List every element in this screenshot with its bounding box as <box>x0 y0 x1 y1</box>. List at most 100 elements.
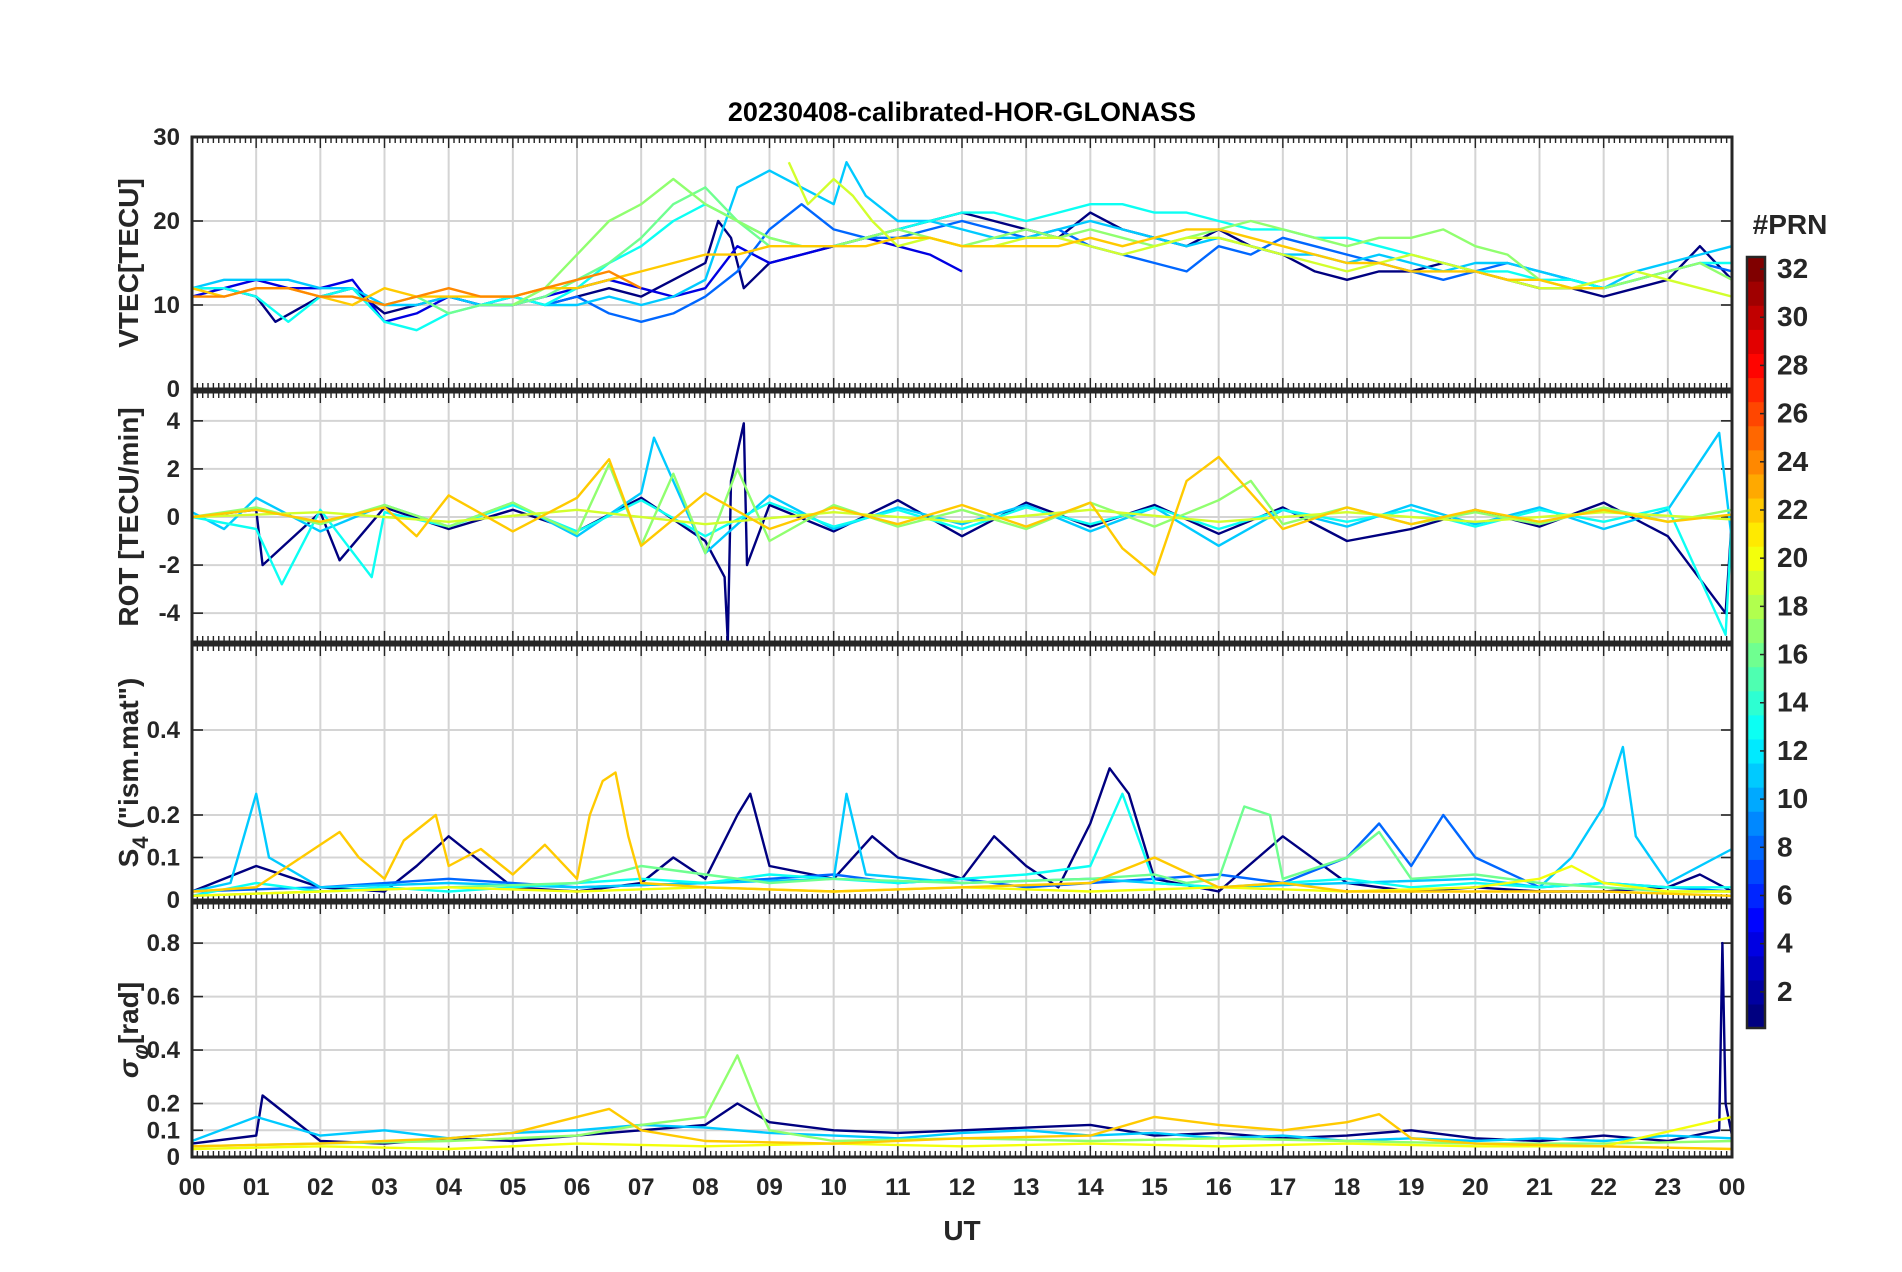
y-tick-label: 0.4 <box>147 717 181 744</box>
s4-panel: 0 0.1 0.2 0.4S4 ("ism.mat") <box>113 643 1734 914</box>
colorbar-segment <box>1747 835 1765 860</box>
axes-frame <box>190 390 1734 644</box>
y-tick-label: 0.1 <box>147 1117 180 1144</box>
colorbar-segment <box>1747 666 1765 692</box>
x-tick-label: 07 <box>628 1174 655 1201</box>
y-tick-label: 0.2 <box>147 802 180 829</box>
x-tick-label: 01 <box>243 1174 270 1201</box>
colorbar-tick-label: 10 <box>1777 783 1808 814</box>
y-tick-label: 0.2 <box>147 1091 180 1118</box>
y-tick-label: 0.1 <box>147 845 180 872</box>
colorbar-segment <box>1747 907 1765 933</box>
colorbar-tick-label: 28 <box>1777 349 1808 380</box>
colorbar-segment <box>1747 425 1765 451</box>
colorbar-segment <box>1747 1003 1765 1029</box>
colorbar-segment <box>1747 955 1765 981</box>
y-tick-label: 0 <box>167 887 180 914</box>
series-line-prn-22 <box>192 771 1732 897</box>
colorbar-tick-label: 14 <box>1777 687 1809 718</box>
x-tick-label: 10 <box>820 1174 847 1201</box>
colorbar-tick-label: 18 <box>1777 590 1808 621</box>
x-tick-label: 05 <box>499 1174 526 1201</box>
colorbar-segment <box>1747 281 1765 306</box>
x-axis-label: UT <box>943 1215 980 1246</box>
series-line-prn-17 <box>512 177 1732 307</box>
colorbar-tick-label: 26 <box>1777 398 1808 429</box>
colorbar-segment <box>1747 787 1765 812</box>
colorbar-tick-label: 6 <box>1777 879 1793 910</box>
axes-frame <box>190 643 1734 902</box>
chart-title: 20230408-calibrated-HOR-GLONASS <box>728 97 1196 127</box>
colorbar-segment <box>1747 883 1765 909</box>
series-group <box>192 745 1732 897</box>
colorbar-segment <box>1747 497 1765 523</box>
colorbar-segment <box>1747 546 1765 571</box>
y-tick-label: 0.6 <box>147 984 180 1011</box>
y-tick-label: 4 <box>167 408 181 435</box>
y-tick-label: 20 <box>153 208 180 235</box>
y-tick-label: -2 <box>159 552 180 579</box>
x-tick-label: 00 <box>179 1174 206 1201</box>
colorbar-title: #PRN <box>1753 209 1828 240</box>
colorbar-segment <box>1747 618 1765 644</box>
colorbar-segment <box>1747 570 1765 595</box>
series-line-prn-22 <box>192 228 1604 307</box>
x-tick-label: 09 <box>756 1174 783 1201</box>
y-tick-label: 10 <box>153 292 180 319</box>
x-tick-label: 22 <box>1590 1174 1617 1201</box>
y-tick-label: 0.8 <box>147 930 180 957</box>
x-tick-label: 14 <box>1077 1174 1104 1201</box>
colorbar-segment <box>1747 377 1765 403</box>
colorbar-segment <box>1747 594 1765 620</box>
x-tick-label: 03 <box>371 1174 398 1201</box>
y-tick-label: 0 <box>167 1144 180 1171</box>
x-tick-label: 19 <box>1398 1174 1425 1201</box>
series-line-prn-17 <box>192 1054 1732 1148</box>
series-line-prn-19 <box>787 161 1732 298</box>
sigma-phi-panel: 00.10.2 0.4 0.6 0.8 σφ[rad] <box>113 901 1734 1171</box>
colorbar-segment <box>1747 714 1765 740</box>
series-line-prn-22 <box>192 455 1732 576</box>
series-line-prn-19 <box>192 508 1732 526</box>
colorbar-segment <box>1747 257 1765 282</box>
series-line-prn-20 <box>192 1115 1732 1151</box>
colorbar-segment <box>1747 811 1765 836</box>
colorbar-segment <box>1747 738 1765 764</box>
series-line-prn-11 <box>192 160 1732 307</box>
colorbar-frame <box>1745 255 1767 1030</box>
colorbar-tick-label: 32 <box>1777 253 1808 284</box>
x-tick-label: 23 <box>1654 1174 1681 1201</box>
x-tick-label: 04 <box>435 1174 462 1201</box>
colorbar-segment <box>1747 522 1765 547</box>
colorbar-tick-label: 8 <box>1777 831 1793 862</box>
x-tick-label: 18 <box>1334 1174 1361 1201</box>
y-axis-label: ROT [TECU/min] <box>113 407 144 626</box>
colorbar-segment <box>1747 401 1765 427</box>
series-group <box>192 941 1732 1151</box>
colorbar-segment <box>1747 305 1765 330</box>
colorbar-segment <box>1747 329 1765 354</box>
colorbar-tick-label: 12 <box>1777 735 1808 766</box>
y-tick-label: 0 <box>167 376 180 403</box>
y-axis-label: VTEC[TECU] <box>113 178 144 348</box>
x-tick-label: 08 <box>692 1174 719 1201</box>
x-tick-label: 06 <box>564 1174 591 1201</box>
x-tick-label: 12 <box>949 1174 976 1201</box>
x-tick-label: 02 <box>307 1174 334 1201</box>
colorbar-segment <box>1747 473 1765 499</box>
colorbar-segment <box>1747 449 1765 475</box>
x-tick-label: 00 <box>1719 1174 1746 1201</box>
colorbar-tick-label: 16 <box>1777 639 1808 670</box>
colorbar-segment <box>1747 979 1765 1005</box>
axes-frame <box>190 135 1734 391</box>
x-tick-label: 20 <box>1462 1174 1489 1201</box>
series-line-prn-20 <box>192 864 1732 897</box>
y-axis-label: S4 ("ism.mat") <box>113 678 153 868</box>
axes-frame <box>190 901 1734 1159</box>
series-group <box>192 160 1732 332</box>
x-tick-label: 15 <box>1141 1174 1168 1201</box>
y-tick-label: -4 <box>159 600 181 627</box>
rot-panel: -4 -2 0 2 4 ROT [TECU/min] <box>113 390 1734 644</box>
